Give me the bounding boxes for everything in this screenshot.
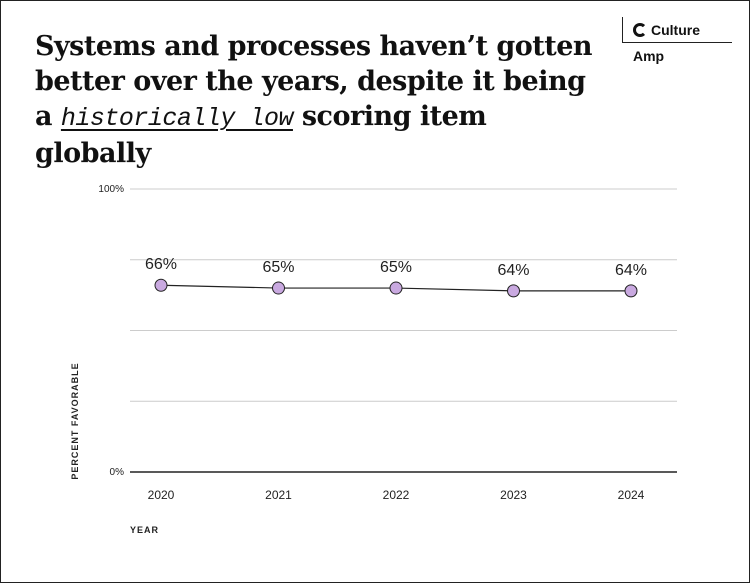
x-tick-label: 2022 [383,488,410,502]
value-label: 64% [615,262,647,279]
y-tick-label: 100% [98,184,124,195]
x-tick-label: 2020 [148,488,175,502]
y-axis-label: PERCENT FAVORABLE [70,362,80,479]
brand-name: Culture Amp [633,22,700,64]
brand-logo [633,23,647,37]
brand: Culture Amp [622,17,732,64]
value-label: 65% [262,259,294,276]
value-label: 65% [380,259,412,276]
point [624,284,638,298]
chart-title: Systems and processes haven’t gotten bet… [35,29,605,171]
x-axis-label: YEAR [130,525,159,535]
value-label: 66% [145,256,177,273]
value-label: 64% [497,262,529,279]
x-tick-label: 2021 [265,488,292,502]
point [272,281,285,295]
title-part: Systems and processes haven’t gotten bet… [35,31,593,132]
x-tick-label: 2024 [618,488,645,502]
y-tick-label: 0% [110,467,125,478]
title-part: scoring item globally [35,101,487,169]
point [154,278,168,292]
x-tick-label: 2023 [500,488,527,502]
title-highlight: historically low [60,104,294,133]
point [389,281,403,295]
point [507,284,520,298]
